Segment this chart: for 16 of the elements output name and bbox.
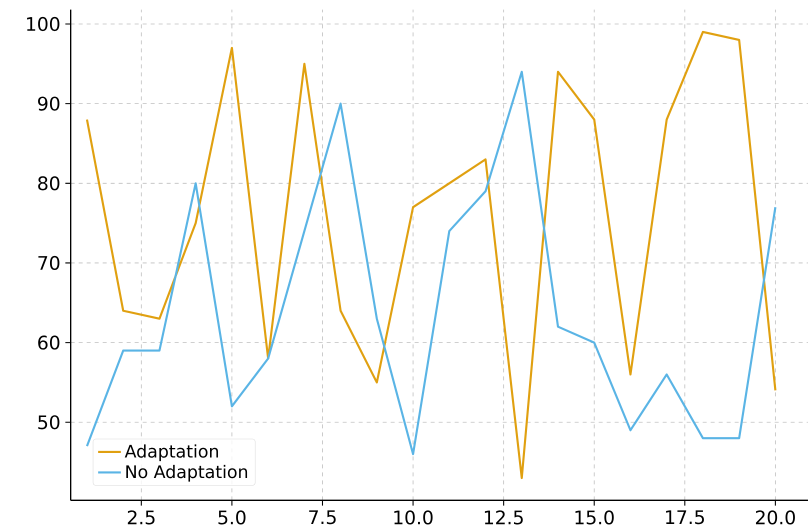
y-tick-label: 90	[38, 96, 60, 111]
y-tick-label: 100	[27, 16, 60, 32]
y-tick-label: 60	[38, 336, 60, 350]
y-tick-label: 50	[38, 415, 60, 430]
y-tick-label: 70	[38, 256, 60, 270]
x-tick-label: 12.5	[484, 510, 523, 524]
x-tick-label: 10.0	[394, 510, 433, 524]
legend-label: Adaptation	[124, 444, 218, 462]
x-tick-label: 20.0	[756, 510, 795, 524]
x-tick-label: 2.5	[128, 510, 155, 524]
y-tick-label: 80	[38, 176, 60, 190]
x-tick-label: 5.0	[218, 510, 246, 524]
x-tick-label: 7.5	[309, 510, 336, 524]
x-tick-label: 15.0	[575, 510, 614, 524]
legend-label: No Adaptation	[126, 464, 248, 482]
x-tick-label: 17.5	[666, 510, 704, 524]
